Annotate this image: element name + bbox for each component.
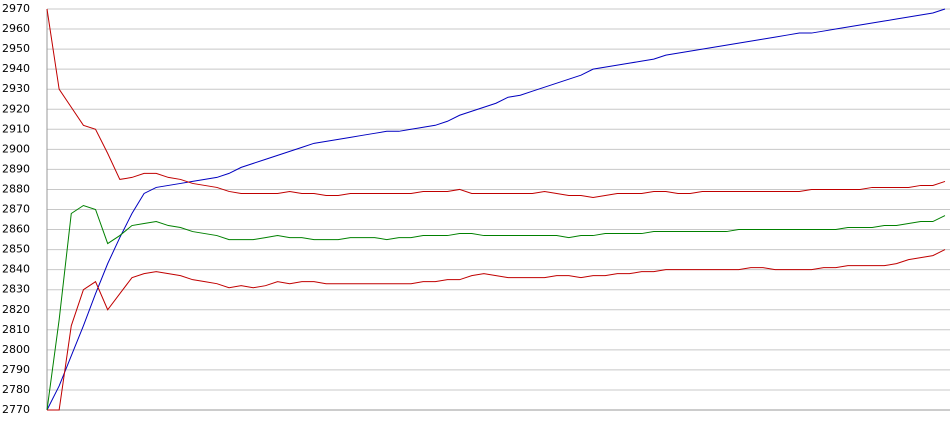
- series-line: [46, 8, 946, 198]
- y-tick-label: 2930: [2, 82, 30, 95]
- y-tick-label: 2940: [2, 62, 30, 75]
- y-tick-label: 2840: [2, 263, 30, 276]
- y-tick-label: 2800: [2, 343, 30, 356]
- y-tick-label: 2920: [2, 102, 30, 115]
- y-tick-label: 2830: [2, 283, 30, 296]
- y-tick-label: 2910: [2, 122, 30, 135]
- y-tick-label: 2780: [2, 383, 30, 396]
- series-line: [46, 204, 946, 411]
- y-tick-label: 2900: [2, 142, 30, 155]
- series-line: [46, 8, 946, 411]
- y-tick-label: 2880: [2, 182, 30, 195]
- y-tick-label: 2820: [2, 303, 30, 316]
- y-tick-label: 2970: [2, 2, 30, 15]
- y-tick-label: 2770: [2, 403, 30, 416]
- y-tick-label: 2850: [2, 243, 30, 256]
- y-tick-label: 2810: [2, 323, 30, 336]
- series-line: [47, 249, 946, 411]
- y-tick-label: 2870: [2, 203, 30, 216]
- y-tick-label: 2960: [2, 22, 30, 35]
- y-tick-label: 2890: [2, 162, 30, 175]
- y-tick-label: 2950: [2, 42, 30, 55]
- y-tick-label: 2790: [2, 363, 30, 376]
- y-tick-label: 2860: [2, 223, 30, 236]
